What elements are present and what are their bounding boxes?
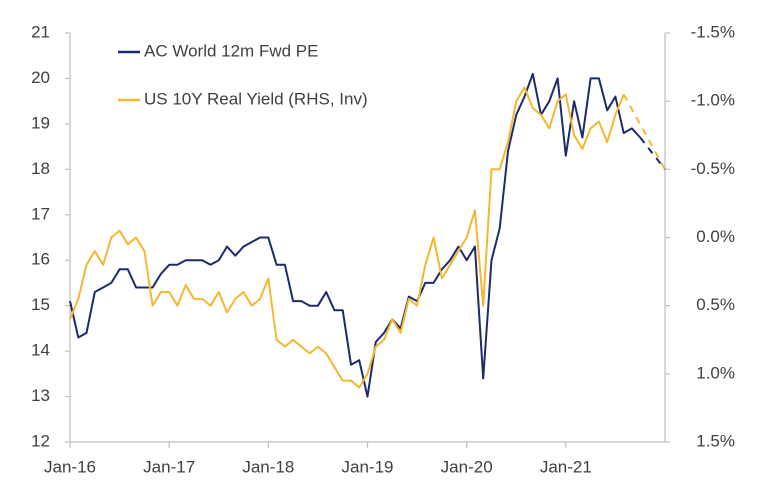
- y2-tick-label: -1.5%: [691, 22, 735, 41]
- projection-line: [622, 93, 666, 170]
- projection-line: [639, 136, 666, 170]
- y2-tick-label: 0.5%: [696, 295, 735, 314]
- y2-tick-label: 1.5%: [696, 431, 735, 450]
- y-tick-label: 19: [31, 113, 50, 132]
- y-tick-label: 21: [31, 22, 50, 41]
- x-tick-label: Jan-16: [44, 457, 96, 476]
- y-tick-label: 14: [31, 341, 50, 360]
- y-tick-label: 17: [31, 204, 50, 223]
- y-tick-label: 12: [31, 431, 50, 450]
- y2-tick-label: -1.0%: [691, 91, 735, 110]
- x-tick-label: Jan-17: [143, 457, 195, 476]
- y-tick-label: 15: [31, 295, 50, 314]
- legend-label: AC World 12m Fwd PE: [144, 41, 318, 60]
- y2-tick-label: -0.5%: [691, 159, 735, 178]
- x-tick-label: Jan-18: [242, 457, 294, 476]
- x-tick-label: Jan-20: [441, 457, 493, 476]
- x-tick-label: Jan-21: [540, 457, 592, 476]
- y-tick-label: 13: [31, 386, 50, 405]
- series-line: [69, 86, 625, 389]
- y-tick-label: 20: [31, 68, 50, 87]
- y-tick-label: 18: [31, 159, 50, 178]
- y2-tick-label: 0.0%: [696, 227, 735, 246]
- y2-tick-label: 1.0%: [696, 363, 735, 382]
- legend-label: US 10Y Real Yield (RHS, Inv): [144, 89, 368, 108]
- y-tick-label: 16: [31, 250, 50, 269]
- x-tick-label: Jan-19: [342, 457, 394, 476]
- series-line: [69, 72, 641, 398]
